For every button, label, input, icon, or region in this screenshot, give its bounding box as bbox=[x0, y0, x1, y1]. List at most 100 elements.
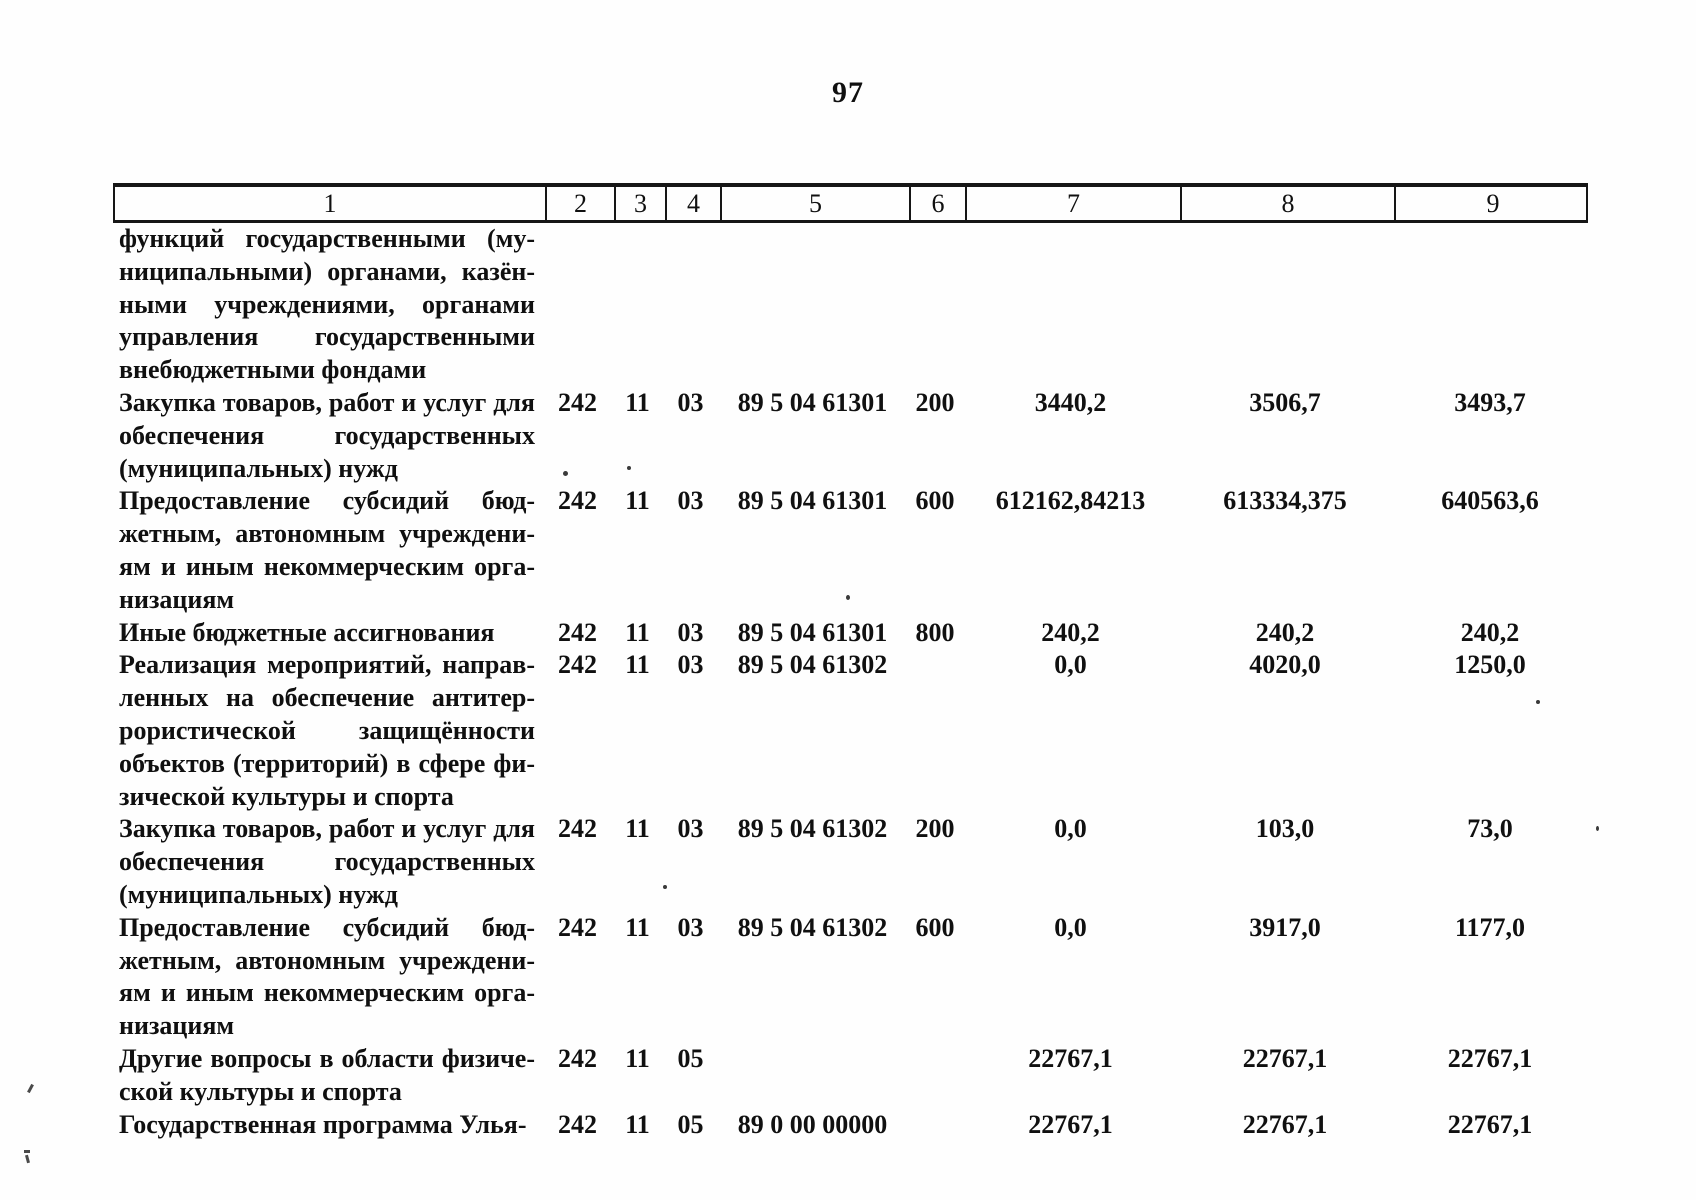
cell-col7: 3440,2 bbox=[1034, 387, 1107, 417]
row-label-line: Реализация мероприятий, направ- bbox=[119, 650, 535, 680]
cell-col6: 600 bbox=[915, 486, 955, 516]
row-label-line: низациям bbox=[119, 1011, 235, 1041]
scan-artifact-dot bbox=[627, 466, 631, 470]
table-row: Закупка товаров, работ и услуг для обеспе… bbox=[113, 813, 1588, 911]
cell-col6: 800 bbox=[915, 617, 955, 647]
cell-col4: 03 bbox=[677, 814, 704, 844]
row-label-line: Закупка товаров, работ и услуг для bbox=[119, 387, 535, 417]
cell-col4: 03 bbox=[677, 650, 704, 680]
cell-col3: 11 bbox=[625, 814, 650, 844]
header-col-3: 3 bbox=[614, 187, 665, 220]
cell-col8: 22767,1 bbox=[1242, 1109, 1328, 1139]
cell-col7: 0,0 bbox=[1054, 650, 1087, 680]
cell-col9: 3493,7 bbox=[1454, 387, 1526, 417]
row-label-line: функций государственными (му- bbox=[119, 224, 535, 253]
cell-col8: 3917,0 bbox=[1249, 912, 1321, 942]
cell-col5: 89 5 04 61301 bbox=[737, 486, 888, 516]
cell-col5: 89 5 04 61301 bbox=[737, 387, 888, 417]
row-label-line: внебюджетными фондами bbox=[119, 355, 427, 385]
cell-col8: 613334,375 bbox=[1223, 486, 1347, 516]
header-col-5: 5 bbox=[720, 187, 909, 220]
table-row: Иные бюджетные ассигнования 242 11 03 89 5 0… bbox=[113, 617, 1588, 650]
row-label-line: (муниципальных) нужд bbox=[119, 879, 398, 909]
row-label-line: жетным, автономным учреждени- bbox=[119, 945, 535, 975]
row-label-line: Государственная программа Улья- bbox=[119, 1109, 527, 1139]
cell-col2: 242 bbox=[558, 617, 597, 647]
row-label: Реализация мероприятий, направ-ленных на… bbox=[113, 649, 543, 813]
cell-col6: 200 bbox=[915, 387, 955, 417]
cell-col7: 0,0 bbox=[1054, 814, 1087, 844]
cell-col8: 22767,1 bbox=[1242, 1043, 1328, 1073]
scan-artifact-mark bbox=[27, 1083, 34, 1094]
row-label: Иные бюджетные ассигнования bbox=[113, 617, 543, 650]
cell-col2: 242 bbox=[558, 1109, 597, 1139]
cell-col4: 03 bbox=[677, 486, 704, 516]
cell-col2: 242 bbox=[558, 486, 597, 516]
row-label-line: ными учреждениями, органами bbox=[119, 289, 535, 319]
cell-col9: 1177,0 bbox=[1454, 912, 1526, 942]
table-row: Реализация мероприятий, направ-ленных на… bbox=[113, 649, 1588, 813]
row-label-line: (муниципальных) нужд bbox=[119, 453, 398, 483]
row-label-line: обеспечения государственных bbox=[119, 420, 535, 450]
cell-col2: 242 bbox=[558, 650, 597, 680]
cell-col4: 05 bbox=[677, 1109, 704, 1139]
row-label-line: низациям bbox=[119, 584, 235, 614]
cell-col9: 22767,1 bbox=[1447, 1109, 1533, 1139]
cell-col3: 11 bbox=[625, 1043, 650, 1073]
cell-col4: 03 bbox=[677, 387, 704, 417]
row-label: Закупка товаров, работ и услуг для обеспе… bbox=[113, 813, 543, 911]
table-body: функций государственными (му-ниципальным… bbox=[113, 223, 1588, 1141]
scan-artifact-mark bbox=[25, 1154, 30, 1164]
row-label-line: ям и иным некоммерческим орга- bbox=[119, 978, 535, 1008]
cell-col3: 11 bbox=[625, 912, 650, 942]
scan-artifact-dot bbox=[663, 885, 667, 889]
cell-col5: 89 5 04 61302 bbox=[737, 650, 888, 680]
cell-col4: 03 bbox=[677, 617, 704, 647]
cell-col3: 11 bbox=[625, 1109, 650, 1139]
cell-col8: 103,0 bbox=[1255, 814, 1315, 844]
row-label-line: Другие вопросы в области физиче- bbox=[119, 1043, 535, 1073]
page-number: 97 bbox=[832, 76, 864, 109]
header-col-6: 6 bbox=[909, 187, 965, 220]
cell-col5: 89 0 00 00000 bbox=[737, 1109, 888, 1139]
cell-col7: 0,0 bbox=[1054, 912, 1087, 942]
row-label-line: обеспечения государственных bbox=[119, 847, 535, 877]
cell-col7: 240,2 bbox=[1041, 617, 1100, 647]
table-row: функций государственными (му-ниципальным… bbox=[113, 223, 1588, 387]
header-col-1: 1 bbox=[323, 189, 337, 218]
row-label-line: ленных на обеспечение антитер- bbox=[119, 683, 535, 713]
row-label-line: зической культуры и спорта bbox=[119, 781, 454, 811]
cell-col3: 11 bbox=[625, 617, 650, 647]
cell-col2: 242 bbox=[558, 1043, 597, 1073]
cell-col7: 612162,84213 bbox=[995, 486, 1146, 516]
row-label-line: Предоставление субсидий бюд- bbox=[119, 486, 535, 516]
row-label-line: Предоставление субсидий бюд- bbox=[119, 912, 535, 942]
cell-col9: 1250,0 bbox=[1454, 650, 1526, 680]
header-col-7: 7 bbox=[965, 187, 1180, 220]
row-label: Государственная программа Улья- bbox=[113, 1109, 543, 1142]
cell-col4: 03 bbox=[677, 912, 704, 942]
cell-col3: 11 bbox=[625, 387, 650, 417]
cell-col9: 240,2 bbox=[1460, 617, 1520, 647]
table-row: Государственная программа Улья- 242 11 05 89… bbox=[113, 1109, 1588, 1142]
cell-col2: 242 bbox=[558, 814, 597, 844]
row-label-line: ской культуры и спорта bbox=[119, 1076, 402, 1106]
cell-col2: 242 bbox=[558, 912, 597, 942]
header-col-4: 4 bbox=[665, 187, 720, 220]
cell-col5: 89 5 04 61302 bbox=[737, 814, 888, 844]
cell-col7: 22767,1 bbox=[1028, 1043, 1113, 1073]
cell-col9: 73,0 bbox=[1467, 814, 1513, 844]
row-label-line: ям и иным некоммерческим орга- bbox=[119, 551, 535, 581]
row-label: функций государственными (му-ниципальным… bbox=[113, 223, 543, 387]
cell-col8: 3506,7 bbox=[1249, 387, 1321, 417]
header-col-9: 9 bbox=[1394, 187, 1590, 220]
row-label-line: жетным, автономным учреждени- bbox=[119, 519, 535, 549]
scan-artifact-dot bbox=[1596, 826, 1599, 831]
row-label-line: управления государственными bbox=[119, 322, 535, 352]
table-row: Предоставление субсидий бюд-жетным, авто… bbox=[113, 485, 1588, 616]
row-label: Закупка товаров, работ и услуг для обеспе… bbox=[113, 387, 543, 485]
cell-col6: 200 bbox=[915, 814, 955, 844]
